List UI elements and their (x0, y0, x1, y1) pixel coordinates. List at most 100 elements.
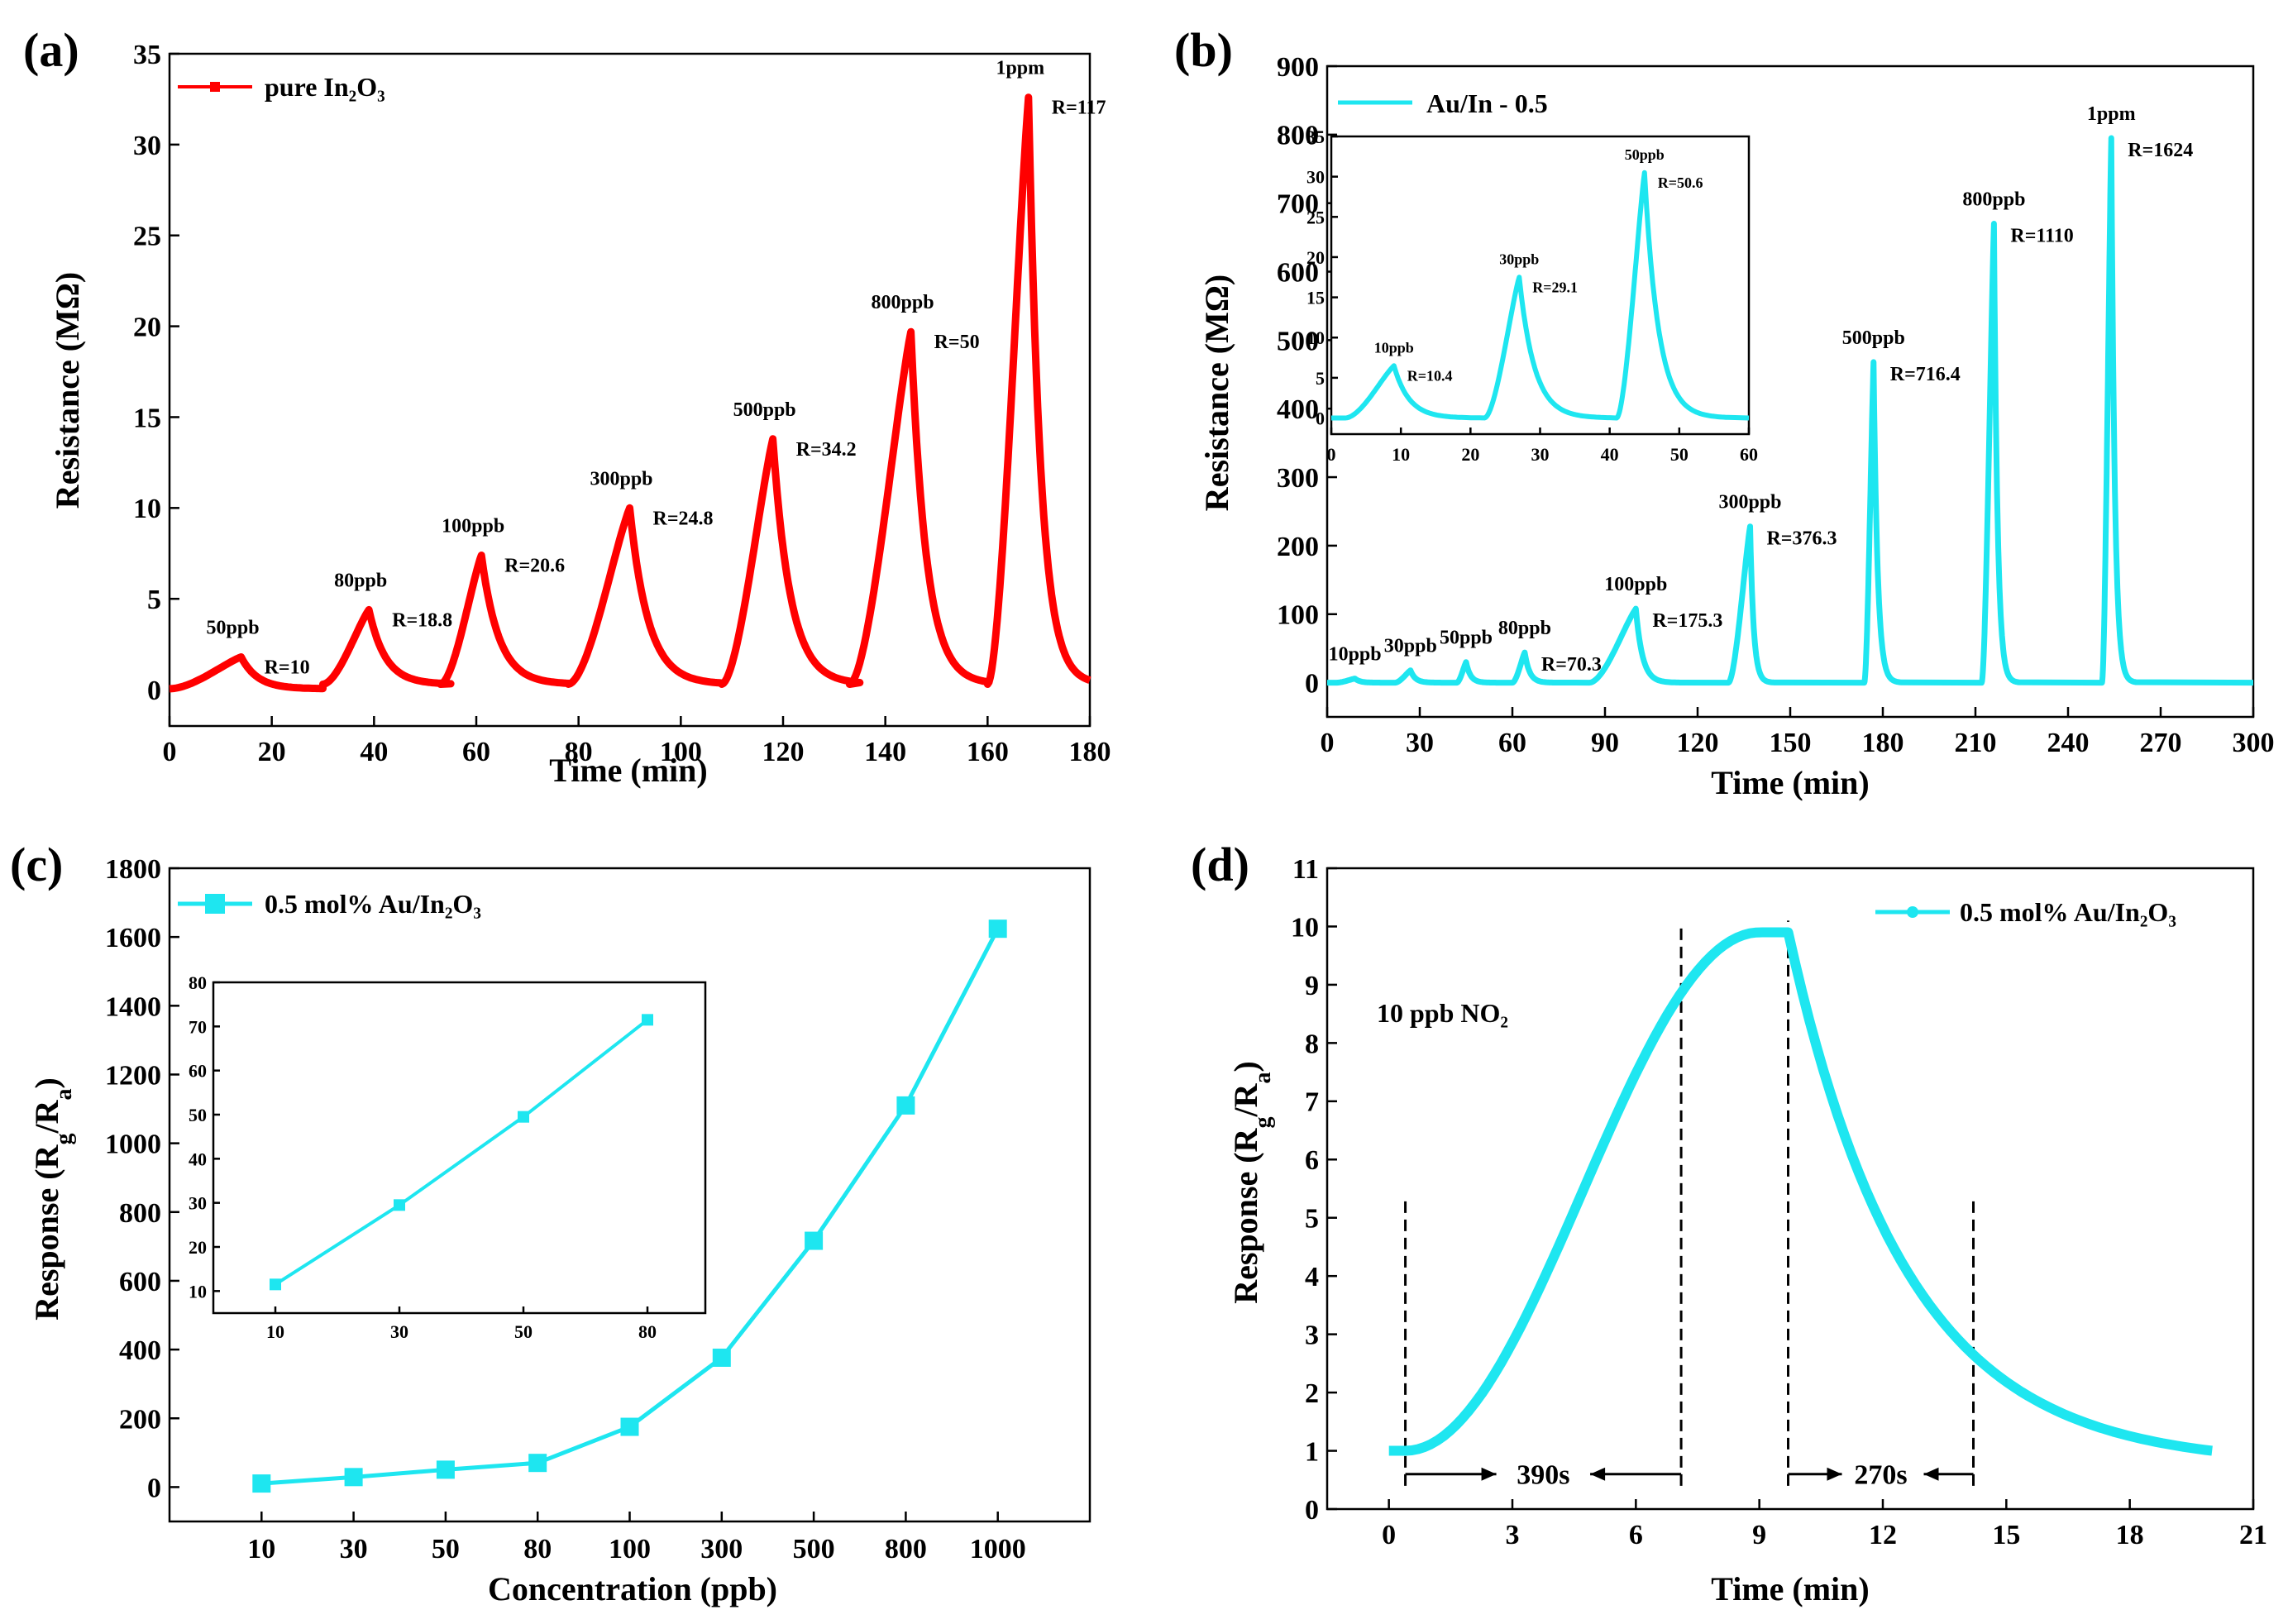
panel-d-dashed-lines (1404, 920, 1975, 1486)
panel-d-series-line (1388, 927, 2213, 1456)
d-y-tick-label: 4 (1305, 1262, 1319, 1292)
panel-b-inset-x-tick-label: 40 (1601, 444, 1619, 465)
panel-c-x-tick-label: 800 (885, 1534, 927, 1564)
d-x-tick-label: 18 (2116, 1520, 2144, 1550)
b-y-tick-label: 300 (1277, 463, 1319, 494)
a-x-tick-label: 80 (565, 737, 593, 767)
panel-b-inset-y-tick-label: 35 (1306, 127, 1325, 147)
a-x-tick-label: 100 (660, 737, 702, 767)
panel-c-data-point (620, 1417, 639, 1436)
panel-c-data-point (988, 919, 1007, 939)
panel-c-x-tick-label: 100 (609, 1534, 651, 1564)
panel-b-response-label: R=1624 (2128, 140, 2193, 161)
panel-a-conc-label: 300ppb (590, 468, 652, 490)
panel-a-series-line (168, 93, 1092, 693)
panel-d-response-arrow-right-head (1590, 1467, 1606, 1481)
panel-b-legend-label: Au/In - 0.5 (1426, 88, 1548, 118)
panel-d-time-arrows: 390s 270s (1405, 1460, 1974, 1491)
panel-a-legend-marker (210, 82, 220, 92)
panel-d-legend-label: 0.5 mol% Au/In₂O₃ (1960, 897, 2176, 927)
panel-b: (b) 0 30 60 90 120 150 180 210 240 270 300 0100200… (1174, 23, 2275, 801)
panel-b-inset-x-tick-label: 0 (1327, 444, 1336, 465)
d-x-tick-label: 12 (1869, 1520, 1897, 1550)
panel-c-inset-data-point (270, 1278, 281, 1291)
b-y-tick-label: 0 (1305, 668, 1319, 699)
d-x-tick-label: 3 (1506, 1520, 1520, 1550)
panel-c-y-title: Response (Rg/Ra) (28, 1077, 77, 1321)
panel-b-conc-label: 10ppb (1329, 644, 1382, 666)
panel-d-plot-frame (1326, 867, 2255, 1511)
panel-b-inset-response-label: R=29.1 (1532, 279, 1578, 295)
panel-c-data-point (436, 1460, 455, 1479)
panel-b-inset-y-tick-label: 0 (1316, 408, 1325, 429)
panel-a-conc-label: 800ppb (872, 292, 934, 313)
panel-c-series (252, 919, 1007, 1493)
b-x-tick-label: 0 (1321, 728, 1335, 758)
d-y-tick-label: 7 (1305, 1087, 1319, 1118)
panel-a: (a) 0 20 40 60 80 100 120 140 160 180 0 5 10 15 20 25 3… (23, 23, 1111, 789)
panel-a-response-label: R=117 (1052, 98, 1106, 119)
panel-a-x-title: Time (min) (549, 752, 707, 789)
panel-c-x-tick-label: 80 (523, 1534, 552, 1564)
panel-a-label: (a) (23, 23, 79, 77)
d-x-tick-label: 0 (1382, 1520, 1396, 1550)
panel-d-y-ticks: 0 1 2 3 4 5 6 7 8 9 10 11 (1291, 854, 1337, 1526)
panel-d-recovery-arrow-left-head (1827, 1467, 1842, 1481)
panel-c-inset-x-tick-label: 30 (390, 1321, 408, 1342)
panel-c-inset-data-point (394, 1199, 405, 1211)
panel-a-x-ticks: 0 20 40 60 80 100 120 140 160 180 (163, 716, 1111, 767)
panel-d-legend-marker (1907, 906, 1918, 918)
panel-a-y-title: Resistance (MΩ) (49, 272, 86, 509)
d-x-tick-label: 21 (2239, 1520, 2267, 1550)
panel-b-inset-conc-label: 10ppb (1374, 339, 1414, 356)
panel-d-series (1388, 927, 2213, 1456)
panel-b-inset-conc-label: 50ppb (1625, 146, 1665, 163)
panel-b-inset-response-label: R=50.6 (1658, 174, 1703, 191)
panel-c-y-tick-label: 200 (119, 1404, 161, 1435)
panel-b-conc-label: 300ppb (1718, 492, 1781, 513)
panel-d-gas-label: 10 ppb NO₂ (1377, 998, 1508, 1028)
panel-c-data-point (528, 1454, 547, 1473)
a-y-tick-label: 15 (133, 403, 161, 433)
panel-a-response-label: R=10 (265, 657, 310, 679)
panel-c-label: (c) (10, 838, 63, 891)
panel-d-label: (d) (1191, 838, 1249, 891)
panel-d-recovery-time: 270s (1854, 1460, 1907, 1491)
a-x-tick-label: 180 (1069, 737, 1111, 767)
b-y-tick-label: 200 (1277, 532, 1319, 562)
panel-c-inset-data-point (518, 1111, 529, 1123)
a-y-tick-label: 30 (133, 131, 161, 161)
panel-c-legend-label: 0.5 mol% Au/In₂O₃ (265, 889, 481, 919)
panel-b-inset-x-tick-label: 10 (1392, 444, 1410, 465)
panel-a-plot-frame (168, 52, 1091, 728)
panel-b-inset-y-tick-label: 10 (1306, 327, 1325, 348)
panel-c-y-tick-label: 0 (147, 1473, 161, 1503)
panel-a-y-ticks: 0 5 10 15 20 25 30 35 (133, 40, 179, 706)
a-x-tick-label: 60 (462, 737, 490, 767)
panel-b-y-title: Resistance (MΩ) (1198, 275, 1235, 511)
panel-b-conc-label: 80ppb (1498, 618, 1551, 639)
panel-c-y-tick-label: 1600 (105, 923, 161, 953)
panel-c-inset-y-tick-label: 60 (189, 1061, 207, 1082)
panel-c-inset-y-tick-label: 20 (189, 1237, 207, 1258)
panel-a-conc-label: 100ppb (442, 515, 504, 537)
panel-c-x-title: Concentration (ppb) (488, 1570, 777, 1607)
d-y-tick-label: 11 (1292, 854, 1319, 885)
panel-b-inset-line (1331, 170, 1750, 421)
panel-b-inset-y-tick-label: 15 (1306, 288, 1325, 308)
panel-c-data-point (712, 1348, 731, 1367)
panel-b-inset-response-label: R=10.4 (1407, 367, 1453, 384)
panel-c-x-tick-label: 300 (700, 1534, 743, 1564)
panel-b-conc-label: 100ppb (1604, 574, 1667, 595)
panel-a-conc-label: 1ppm (996, 58, 1044, 79)
panel-b-response-label: R=376.3 (1766, 528, 1837, 550)
panel-c-inset-y-tick-label: 70 (189, 1016, 207, 1037)
d-y-tick-label: 1 (1305, 1436, 1319, 1467)
a-y-tick-label: 10 (133, 494, 161, 524)
a-y-tick-label: 20 (133, 312, 161, 342)
a-y-tick-label: 35 (133, 40, 161, 70)
b-y-tick-label: 100 (1277, 600, 1319, 631)
panel-c-inset-x-tick-label: 10 (266, 1321, 284, 1342)
